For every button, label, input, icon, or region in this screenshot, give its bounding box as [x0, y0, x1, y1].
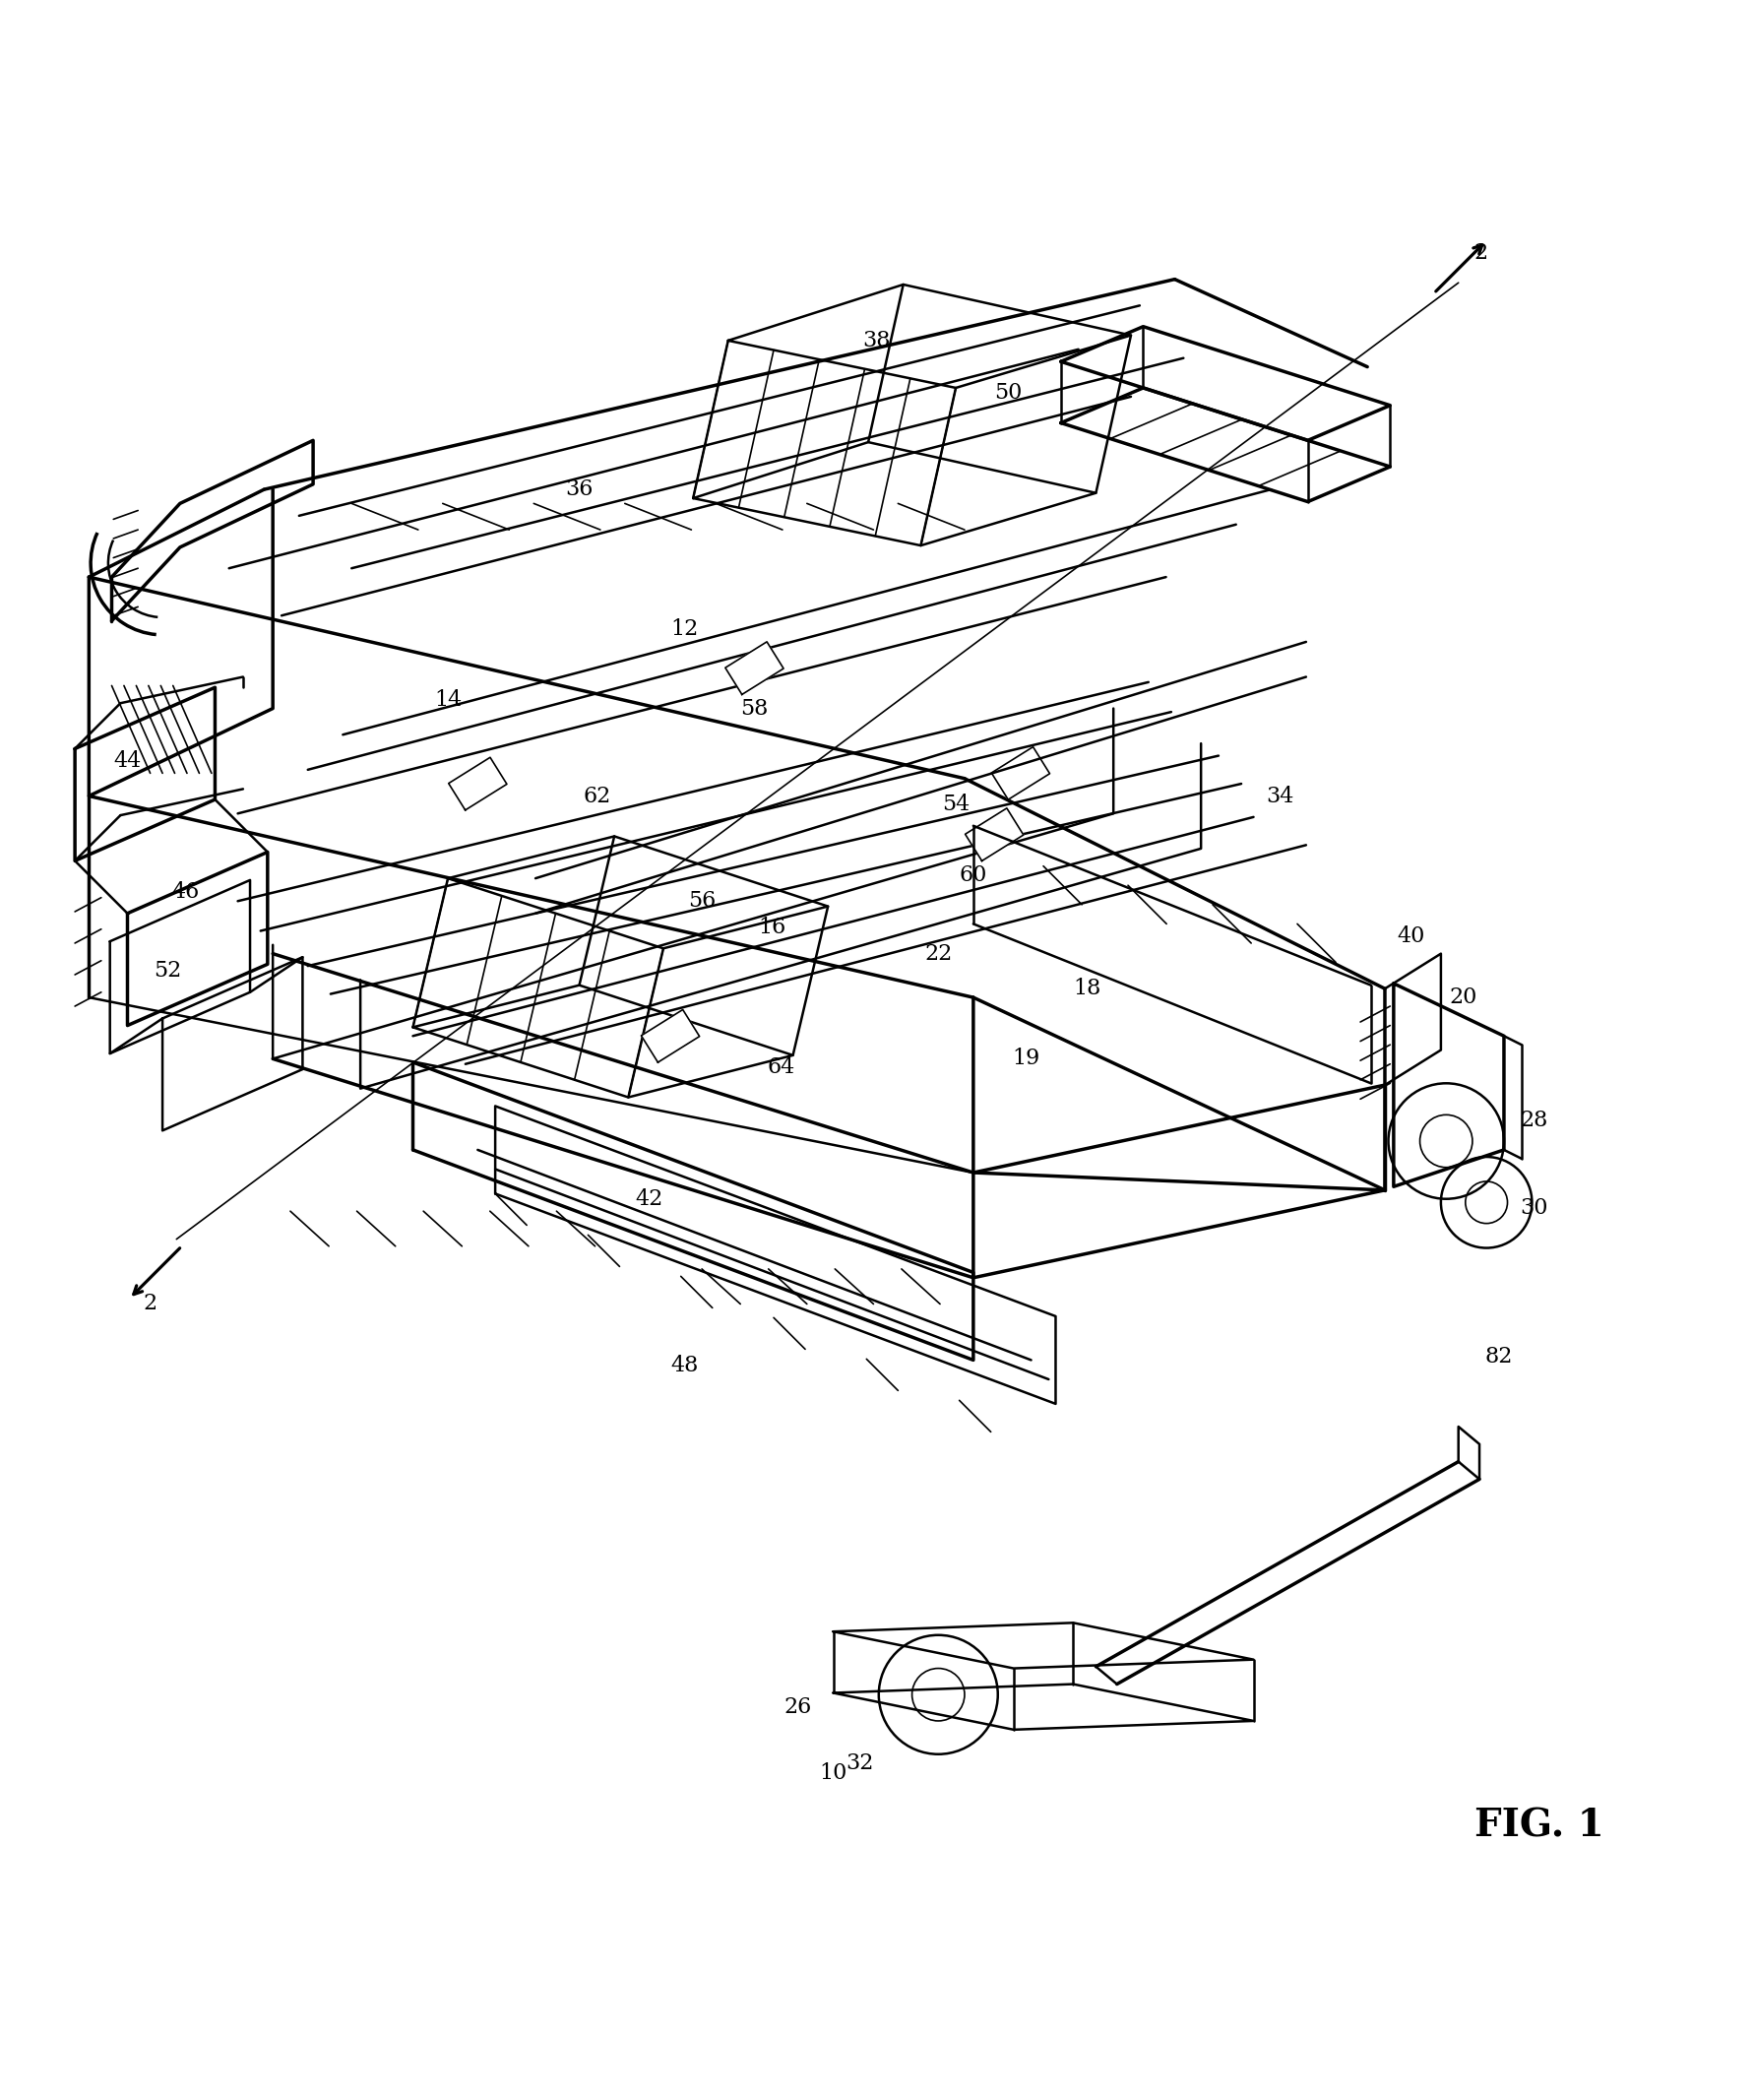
Text: 40: 40: [1398, 926, 1424, 947]
Text: 62: 62: [582, 785, 610, 806]
Text: 46: 46: [172, 882, 200, 903]
Text: 18: 18: [1073, 979, 1102, 1000]
Text: 20: 20: [1451, 987, 1477, 1008]
Text: 32: 32: [845, 1751, 873, 1774]
Text: 64: 64: [766, 1056, 795, 1077]
Polygon shape: [449, 758, 507, 811]
Text: 10: 10: [819, 1762, 847, 1785]
Text: 48: 48: [670, 1355, 698, 1376]
Text: 54: 54: [942, 794, 970, 815]
Text: 22: 22: [924, 943, 952, 964]
Polygon shape: [724, 643, 784, 695]
Text: 19: 19: [1012, 1048, 1040, 1069]
Polygon shape: [642, 1010, 700, 1063]
Text: 82: 82: [1484, 1346, 1512, 1367]
Text: 56: 56: [688, 890, 716, 911]
Text: 12: 12: [670, 620, 698, 641]
Text: 42: 42: [635, 1189, 663, 1210]
Text: 26: 26: [784, 1697, 812, 1718]
Text: 60: 60: [959, 863, 988, 886]
Text: 50: 50: [995, 382, 1023, 403]
Polygon shape: [965, 809, 1024, 861]
Text: 38: 38: [863, 330, 891, 351]
Text: 14: 14: [433, 689, 461, 710]
Text: 28: 28: [1519, 1109, 1547, 1132]
Text: 58: 58: [740, 697, 768, 718]
Polygon shape: [991, 748, 1049, 800]
Text: 2: 2: [144, 1294, 158, 1315]
Text: 44: 44: [114, 750, 142, 773]
Text: 2: 2: [1473, 242, 1487, 265]
Text: 52: 52: [154, 960, 182, 983]
Text: 16: 16: [758, 916, 786, 939]
Text: 30: 30: [1519, 1197, 1547, 1218]
Text: 36: 36: [565, 479, 593, 500]
Text: FIG. 1: FIG. 1: [1473, 1808, 1603, 1844]
Text: 34: 34: [1266, 785, 1294, 806]
